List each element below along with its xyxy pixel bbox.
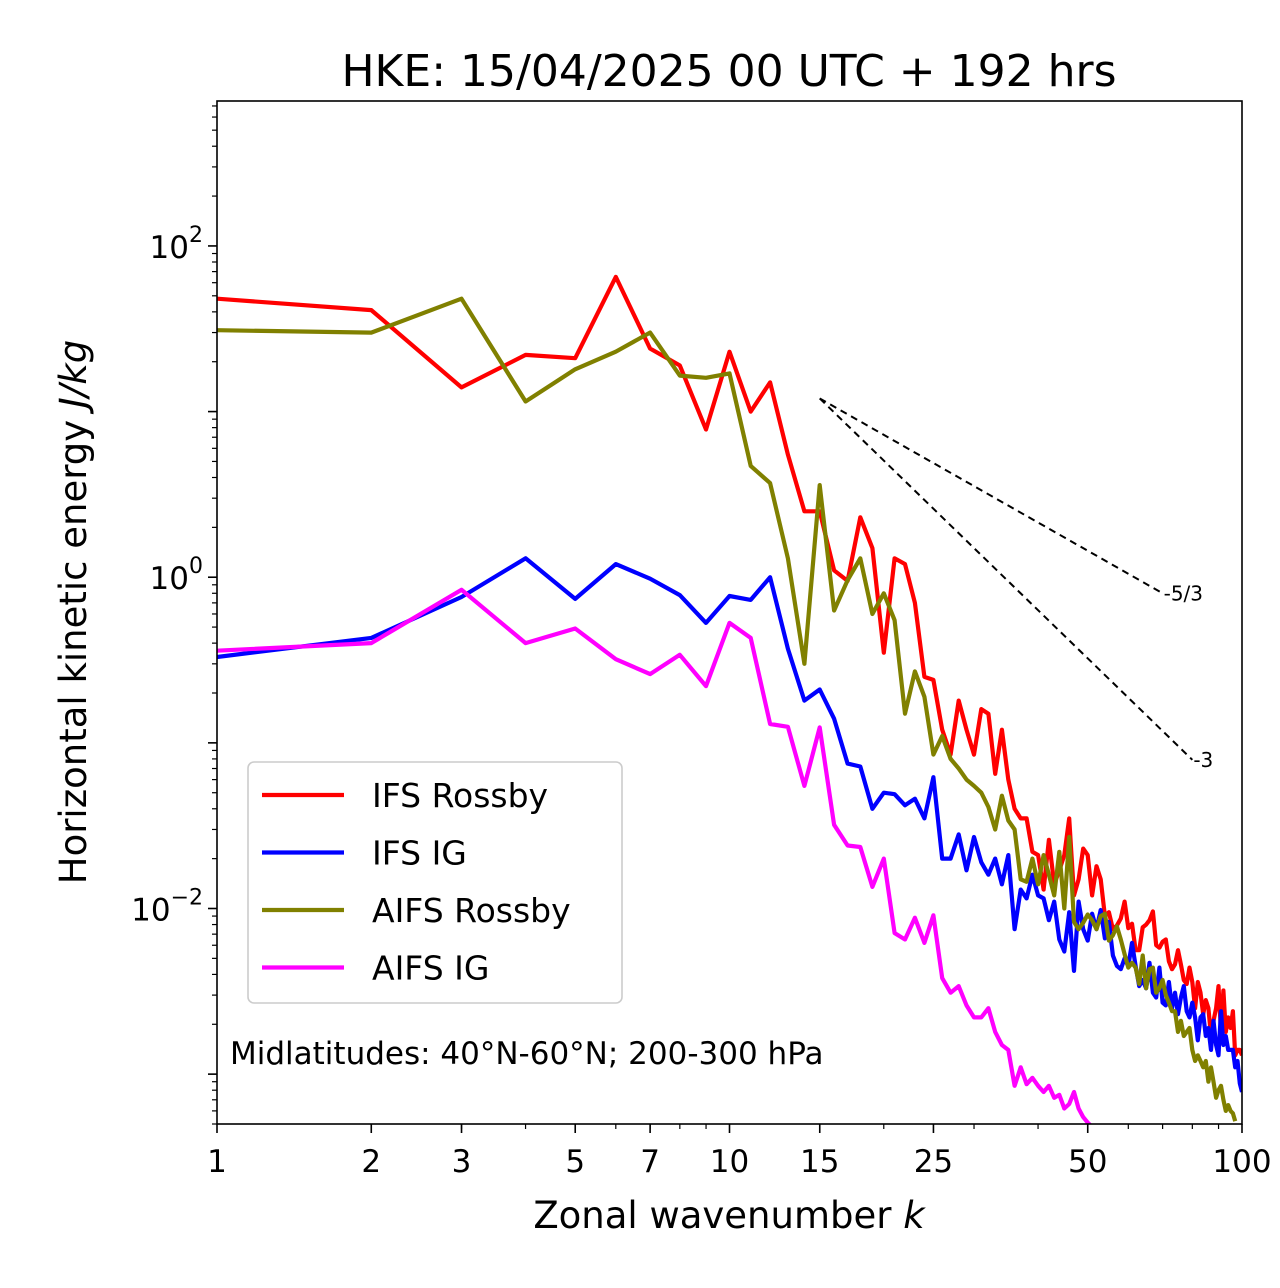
y-tick-exponent: 0 [189,554,203,579]
legend-label: AIFS Rossby [372,891,571,930]
y-tick-base: 10 [150,561,189,597]
chart-title: HKE: 15/04/2025 00 UTC + 192 hrs [341,46,1116,97]
region-annotation: Midlatitudes: 40°N-60°N; 200-300 hPa [230,1036,824,1072]
x-tick-label: 3 [452,1144,472,1180]
legend-label: IFS IG [372,834,467,873]
x-axis-label-text: Zonal wavenumber [533,1194,892,1237]
legend-label: IFS Rossby [372,776,548,815]
x-tick-label: 7 [640,1144,660,1180]
series-line-aifs-ig [217,587,1093,1124]
x-tick-label: 50 [1068,1144,1107,1180]
y-tick-exponent: −2 [171,885,203,910]
x-tick-label: 1 [207,1144,227,1180]
legend: IFS Rossby IFS IG AIFS Rossby AIFS IG [247,761,623,1004]
reference-slope-line [819,397,1164,595]
reference-slope-line [819,397,1194,761]
y-axis-label-text: Horizontal kinetic energy [52,420,95,884]
series-layer [217,274,1242,1124]
series-line-ifs-ig [217,556,1242,1093]
reference-slope-label: -5/3 [1164,581,1203,605]
plot-frame [216,100,1243,1125]
x-tick-label: 100 [1212,1144,1271,1180]
x-axis-label-var: k [903,1194,926,1237]
x-tick-label: 15 [800,1144,839,1180]
x-tick-label: 10 [710,1144,749,1180]
legend-box [247,761,623,1004]
reference-slope-label: -3 [1193,748,1213,772]
y-axis-label: Horizontal kinetic energy J/kg [52,340,95,884]
series-line-ifs-rossby [217,274,1242,1058]
y-tick-exponent: 2 [189,223,203,248]
y-tick-label: 10−2 [131,885,203,928]
x-tick-label: 2 [361,1144,381,1180]
y-tick-label: 102 [150,223,203,266]
y-tick-label: 100 [150,554,203,597]
x-tick-label: 25 [914,1144,953,1180]
reference-slopes: -5/3 -3 [819,397,1213,772]
y-tick-base: 10 [150,230,189,266]
x-axis-label: Zonal wavenumber k [533,1194,926,1237]
series-line-aifs-rossby [217,296,1238,1122]
x-tick-label: 5 [565,1144,585,1180]
y-tick-base: 10 [131,892,170,928]
legend-label: AIFS IG [372,949,489,988]
y-axis-label-unit: J/kg [52,340,95,415]
